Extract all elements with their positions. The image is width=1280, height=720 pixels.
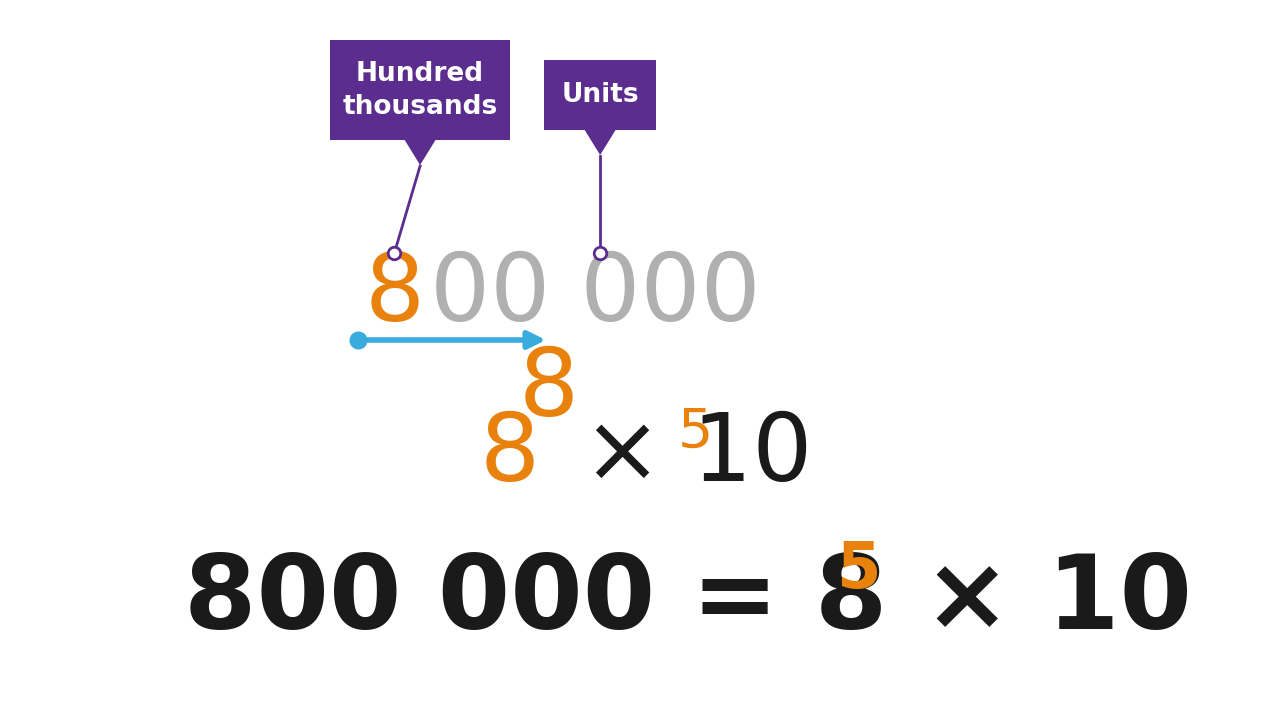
FancyBboxPatch shape: [544, 60, 655, 130]
Polygon shape: [585, 130, 616, 155]
Text: 5: 5: [836, 539, 881, 601]
Text: 00 000: 00 000: [430, 249, 762, 341]
Text: 5: 5: [677, 406, 713, 460]
FancyBboxPatch shape: [330, 40, 511, 140]
Text: 800 000 = 8 × 10: 800 000 = 8 × 10: [184, 549, 1193, 650]
Text: Units: Units: [562, 82, 639, 108]
Text: 8: 8: [365, 249, 425, 341]
Text: 8: 8: [518, 344, 579, 436]
Polygon shape: [404, 140, 435, 165]
Text: Hundred
thousands: Hundred thousands: [343, 60, 498, 120]
Text: × 10: × 10: [553, 409, 813, 501]
Text: 8: 8: [480, 409, 540, 501]
